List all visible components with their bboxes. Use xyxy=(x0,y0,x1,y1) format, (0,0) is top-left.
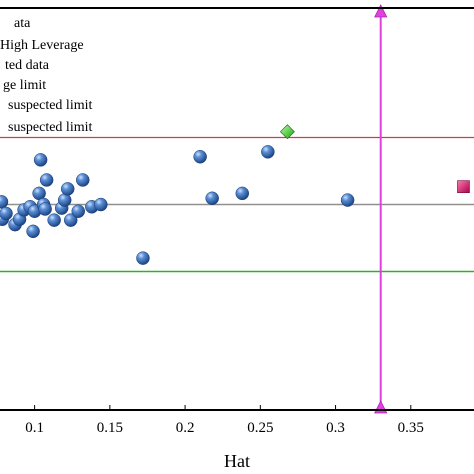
data-point xyxy=(261,145,275,159)
reference-lines xyxy=(0,4,474,414)
data-point xyxy=(94,197,108,212)
data-point xyxy=(0,206,13,221)
data-point xyxy=(71,204,85,218)
data-point xyxy=(193,149,207,164)
data-point xyxy=(205,191,219,206)
data-points xyxy=(0,124,470,265)
legend-entry-high-leverage: High Leverage xyxy=(0,38,84,53)
legend-entry-leverage-limit: ge limit xyxy=(3,78,46,93)
data-point xyxy=(38,202,52,216)
data-point xyxy=(26,224,40,239)
x-tick-label: 0.35 xyxy=(398,420,424,436)
data-point xyxy=(235,186,250,201)
data-point xyxy=(136,251,150,265)
data-point xyxy=(57,193,72,207)
x-tick-label: 0.1 xyxy=(25,420,44,436)
data-point xyxy=(340,193,355,207)
data-point xyxy=(0,195,9,209)
legend: ata High Leverage ted data ge limit susp… xyxy=(0,16,92,135)
plot-area-frame xyxy=(0,7,474,411)
x-tick-label: 0.25 xyxy=(247,420,273,436)
x-tick-label: 0.3 xyxy=(326,420,345,436)
data-point xyxy=(63,213,78,227)
leverage-limit-bottom-arrow xyxy=(374,400,388,414)
x-tick-label: 0.2 xyxy=(176,420,195,436)
legend-entry-upper-suspected-limit: suspected limit xyxy=(8,98,92,113)
data-point xyxy=(39,173,54,187)
x-axis-ticks: 0.1 0.15 0.2 0.25 0.3 0.35 xyxy=(25,405,424,436)
high-leverage-point xyxy=(457,180,470,193)
legend-entry-data: ata xyxy=(14,16,31,31)
data-point xyxy=(76,173,90,187)
legend-entry-suspected-data: ted data xyxy=(5,58,50,73)
suspected-data-point xyxy=(279,124,295,140)
data-point xyxy=(47,213,61,227)
legend-entry-lower-suspected-limit: suspected limit xyxy=(8,120,92,135)
x-axis-label: Hat xyxy=(224,451,250,471)
x-tick-label: 0.15 xyxy=(97,420,123,436)
data-point xyxy=(33,153,48,167)
leverage-limit-top-arrow xyxy=(374,4,388,18)
data-point xyxy=(60,182,75,196)
